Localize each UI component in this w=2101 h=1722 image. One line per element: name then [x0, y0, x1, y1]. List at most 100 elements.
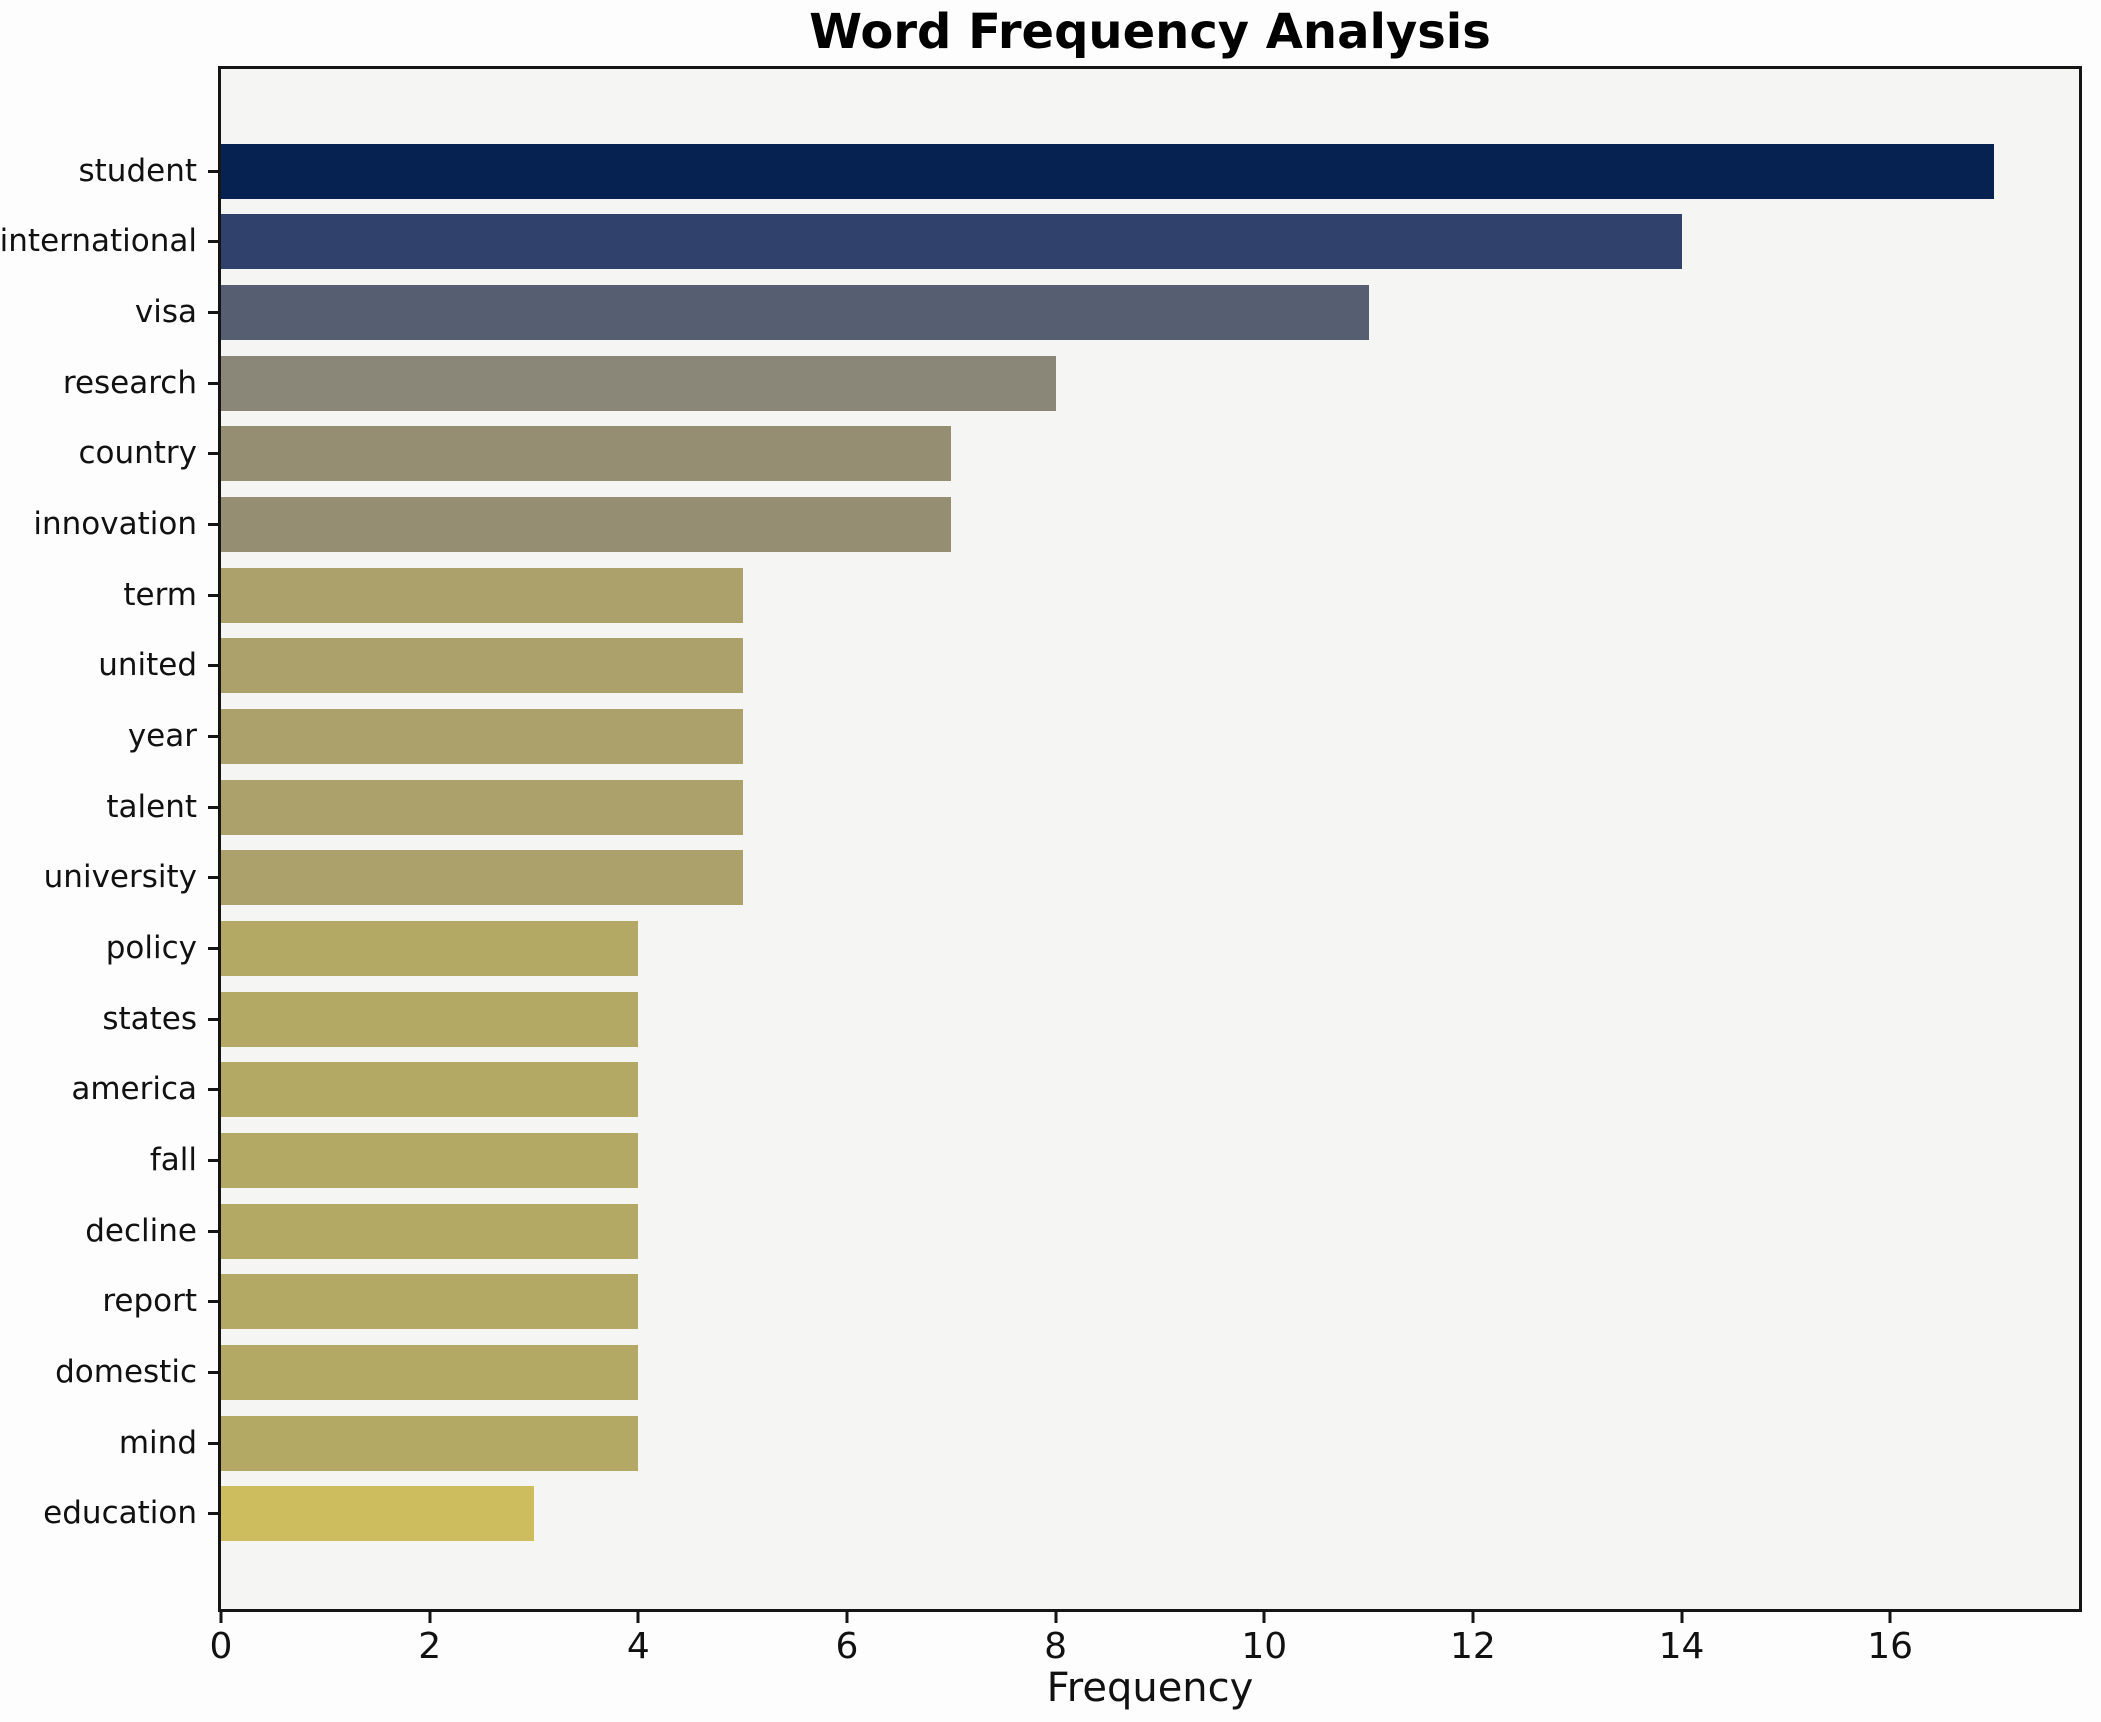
y-tick-mark — [208, 1159, 218, 1163]
y-label-row: innovation — [0, 489, 218, 560]
bar-decline — [221, 1203, 639, 1259]
bar-education — [221, 1486, 534, 1542]
bar-america — [221, 1062, 639, 1118]
x-axis-title: Frequency — [1046, 1665, 1254, 1711]
bar-innovation — [221, 497, 952, 553]
bar-states — [221, 991, 639, 1047]
y-label-row: talent — [0, 772, 218, 843]
y-tick-label-term: term — [123, 576, 197, 613]
y-tick-label-domestic: domestic — [55, 1353, 197, 1390]
bar-university — [221, 850, 743, 906]
y-tick-mark — [208, 1370, 218, 1374]
bar-row — [221, 489, 2079, 560]
y-label-row: country — [0, 419, 218, 490]
y-label-row: report — [0, 1267, 218, 1338]
bar-row — [221, 419, 2079, 490]
x-tick-label-8: 8 — [1044, 1626, 1068, 1667]
x-axis: 0 2 4 6 8 10 12 14 16 — [210, 1612, 2079, 1722]
y-label-row: education — [0, 1478, 218, 1549]
bar-row — [221, 984, 2079, 1055]
x-tick-label-0: 0 — [209, 1626, 233, 1667]
x-tick-label-6: 6 — [835, 1626, 859, 1667]
bar-student — [221, 143, 1995, 199]
bar-row — [221, 701, 2079, 772]
bar-row — [221, 631, 2079, 702]
y-tick-label-student: student — [78, 152, 197, 189]
y-tick-mark — [208, 452, 218, 456]
y-tick-mark — [208, 169, 218, 173]
bar-row — [221, 772, 2079, 843]
y-tick-mark — [208, 1441, 218, 1445]
y-tick-label-education: education — [43, 1495, 197, 1532]
y-tick-label-innovation: innovation — [33, 506, 197, 543]
bar-row — [221, 843, 2079, 914]
x-tick-mark — [636, 1612, 640, 1623]
y-label-row: mind — [0, 1408, 218, 1479]
y-tick-label-mind: mind — [118, 1424, 197, 1461]
y-label-row: research — [0, 348, 218, 419]
y-label-row: united — [0, 631, 218, 702]
y-label-row: america — [0, 1055, 218, 1126]
x-tick-mark — [1888, 1612, 1892, 1623]
bar-year — [221, 709, 743, 765]
x-tick-mark — [219, 1612, 223, 1623]
y-tick-mark — [208, 311, 218, 315]
x-tick-label-14: 14 — [1658, 1626, 1705, 1667]
x-tick-mark — [1680, 1612, 1684, 1623]
x-tick-label-16: 16 — [1867, 1626, 1914, 1667]
chart-title: Word Frequency Analysis — [809, 4, 1491, 60]
x-tick-mark — [428, 1612, 432, 1623]
y-tick-mark — [208, 876, 218, 880]
bar-row — [221, 136, 2079, 207]
y-tick-mark — [208, 240, 218, 244]
y-label-row: states — [0, 984, 218, 1055]
y-tick-label-international: international — [0, 223, 197, 260]
y-tick-mark — [208, 1088, 218, 1092]
bar-domestic — [221, 1344, 639, 1400]
x-tick-label-2: 2 — [418, 1626, 442, 1667]
y-label-row: policy — [0, 913, 218, 984]
y-tick-label-states: states — [102, 1000, 197, 1037]
y-tick-label-decline: decline — [85, 1212, 197, 1249]
bar-mind — [221, 1415, 639, 1471]
x-tick-label-4: 4 — [626, 1626, 650, 1667]
bar-row — [221, 1337, 2079, 1408]
bar-row — [221, 1055, 2079, 1126]
y-label-row: domestic — [0, 1337, 218, 1408]
x-tick-label-12: 12 — [1449, 1626, 1496, 1667]
y-tick-label-america: america — [71, 1071, 197, 1108]
y-label-row: student — [0, 136, 218, 207]
bar-research — [221, 355, 1056, 411]
bar-row — [221, 277, 2079, 348]
y-tick-mark — [208, 805, 218, 809]
y-tick-label-policy: policy — [105, 930, 197, 967]
x-tick-mark — [1262, 1612, 1266, 1623]
y-label-row: university — [0, 843, 218, 914]
y-tick-label-united: united — [98, 647, 197, 684]
y-label-row: fall — [0, 1125, 218, 1196]
x-tick-mark — [1471, 1612, 1475, 1623]
y-tick-label-country: country — [78, 435, 197, 472]
y-tick-label-report: report — [102, 1283, 197, 1320]
y-tick-mark — [208, 947, 218, 951]
bar-row — [221, 348, 2079, 419]
y-tick-label-research: research — [62, 364, 197, 401]
y-label-row: term — [0, 560, 218, 631]
y-tick-mark — [208, 523, 218, 527]
x-tick-mark — [1054, 1612, 1058, 1623]
y-label-row: decline — [0, 1196, 218, 1267]
bar-row — [221, 1196, 2079, 1267]
plot-area — [218, 66, 2082, 1612]
bar-united — [221, 638, 743, 694]
y-label-row: visa — [0, 277, 218, 348]
bar-row — [221, 560, 2079, 631]
y-tick-mark — [208, 593, 218, 597]
bar-talent — [221, 779, 743, 835]
bar-row — [221, 1478, 2079, 1549]
bar-row — [221, 1125, 2079, 1196]
bar-row — [221, 913, 2079, 984]
x-tick-label-10: 10 — [1241, 1626, 1288, 1667]
bar-row — [221, 207, 2079, 278]
y-tick-label-fall: fall — [149, 1142, 197, 1179]
